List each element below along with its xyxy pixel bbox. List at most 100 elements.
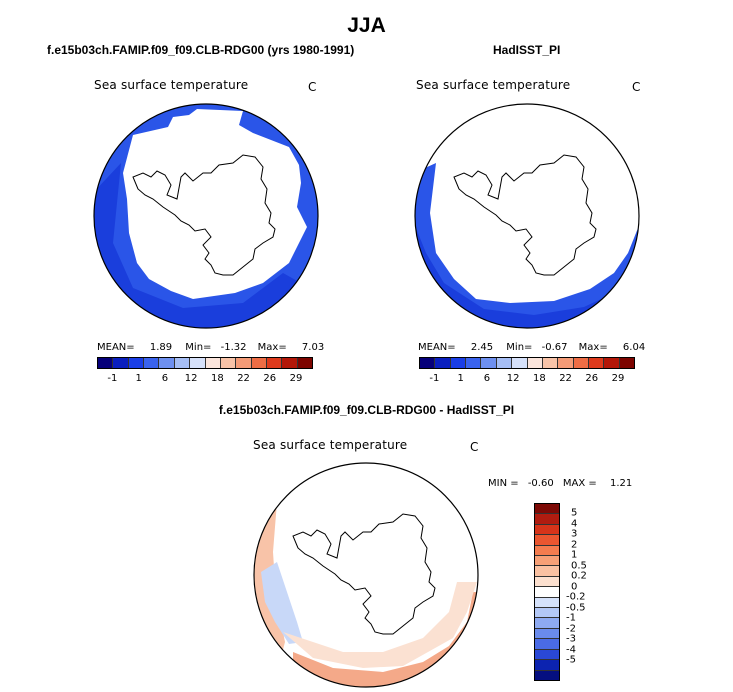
colorbar-tick-label: 12 [506,373,520,384]
colorbar-tick-label: 12 [184,373,198,384]
colorbar-tick-label: 1 [135,373,142,384]
diff-units: C [470,440,479,454]
colorbar-tick-label: -1 [566,612,576,624]
colorbar-tick-label: 1 [571,549,578,561]
colorbar-swatch [588,358,605,368]
colorbar-tick-label: 18 [210,373,224,384]
model-ice-area [123,109,307,299]
colorbar-swatch [535,566,559,577]
colorbar-swatch [435,358,451,368]
colorbar-tick-label: 0.2 [571,570,587,582]
colorbar-tick-label: 3 [571,528,578,540]
model-polar-map [93,103,319,329]
colorbar-swatch [535,514,559,525]
colorbar-swatch [558,358,574,368]
obs-colorbar-labels: -1 1 6 12 18 22 26 29 [419,373,635,387]
colorbar-tick-label: -0.2 [566,591,586,603]
model-variable-title: Sea surface temperature [94,78,249,92]
colorbar-tick-label: 29 [611,373,625,384]
model-colorbar-labels: -1 1 6 12 18 22 26 29 [97,373,313,387]
diff-neutral-south [283,582,477,668]
diff-warm-south [293,592,478,687]
obs-stats: MEAN= 2.45 Min= -0.67 Max= 6.04 [418,342,646,353]
colorbar-swatch [573,358,589,368]
colorbar-tick-label: 18 [532,373,546,384]
colorbar-swatch [535,597,559,609]
colorbar-swatch [535,535,559,546]
main-title: JJA [347,14,386,37]
colorbar-swatch [535,524,559,536]
colorbar-tick-label: 22 [237,373,250,384]
colorbar-swatch [220,358,237,368]
obs-variable-title: Sea surface temperature [416,78,571,92]
colorbar-swatch [542,358,559,368]
colorbar-swatch [496,358,513,368]
model-antarctica-outline [132,154,276,276]
colorbar-swatch [535,618,559,629]
diff-variable-title: Sea surface temperature [253,438,408,452]
colorbar-tick-label: -5 [566,654,576,666]
model-units: C [308,80,317,94]
colorbar-tick-label: 0 [571,581,578,593]
diff-colorbar [534,503,560,681]
obs-warm-band [415,223,639,328]
colorbar-tick-label: 6 [161,373,169,384]
colorbar-tick-label: 6 [483,373,491,384]
colorbar-swatch [144,358,160,368]
colorbar-swatch [481,358,497,368]
colorbar-tick-label: -3 [566,633,576,645]
colorbar-tick-label: 26 [263,373,277,384]
obs-colorbar [419,357,635,369]
colorbar-swatch [535,628,559,640]
colorbar-swatch [113,358,129,368]
colorbar-tick-label: 26 [585,373,599,384]
colorbar-swatch [512,358,528,368]
diff-cool-west [261,562,303,644]
colorbar-swatch [205,358,221,368]
colorbar-tick-label: -4 [566,644,576,656]
colorbar-swatch [420,358,436,368]
colorbar-tick-label: -1 [107,373,118,384]
colorbar-swatch [535,639,559,650]
model-panel-title: f.e15b03ch.FAMIP.f09_f09.CLB-RDG00 (yrs … [47,43,355,57]
obs-panel-title: HadISST_PI [493,43,561,57]
colorbar-tick-label: 4 [571,518,578,530]
model-colorbar [97,357,313,369]
colorbar-swatch [174,358,191,368]
diff-polar-map [253,462,479,688]
colorbar-tick-label: 2 [571,539,578,551]
colorbar-swatch [159,358,175,368]
colorbar-tick-label: 5 [571,507,578,519]
obs-antarctica-outline [453,154,597,276]
colorbar-swatch [251,358,267,368]
colorbar-swatch [190,358,206,368]
colorbar-swatch [266,358,283,368]
colorbar-swatch [98,358,114,368]
colorbar-swatch [128,358,145,368]
diff-stats: MIN = -0.60 MAX = 1.21 [488,478,633,489]
diff-antarctica-outline [292,513,436,635]
diff-panel-title: f.e15b03ch.FAMIP.f09_f09.CLB-RDG00 - Had… [218,403,515,417]
colorbar-swatch [535,587,559,598]
colorbar-swatch [535,670,559,680]
obs-units: C [632,80,641,94]
colorbar-swatch [535,649,559,661]
colorbar-tick-label: 29 [289,373,303,384]
colorbar-swatch [535,608,559,619]
colorbar-tick-label: -0.5 [566,602,586,614]
colorbar-swatch [450,358,467,368]
colorbar-swatch [535,545,559,557]
colorbar-tick-label: 1 [457,373,464,384]
colorbar-swatch [282,358,298,368]
colorbar-swatch [535,660,559,671]
colorbar-tick-label: 22 [559,373,572,384]
colorbar-swatch [619,358,635,368]
obs-polar-map [414,103,640,329]
colorbar-swatch [236,358,252,368]
model-stats: MEAN= 1.89 Min= -1.32 Max= 7.03 [97,342,325,353]
colorbar-tick-label: -2 [566,623,576,635]
colorbar-swatch [604,358,620,368]
colorbar-swatch [466,358,482,368]
colorbar-swatch [535,556,559,567]
colorbar-swatch [297,358,313,368]
